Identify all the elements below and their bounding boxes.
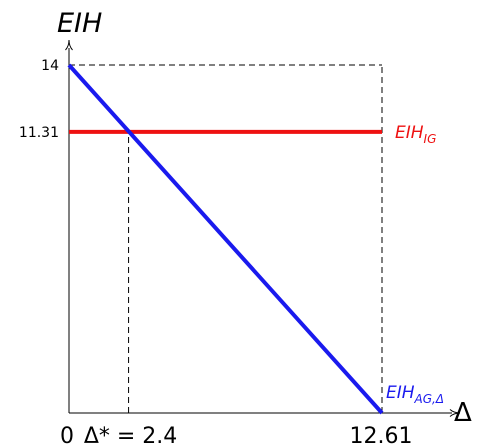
series-lines	[67, 63, 384, 415]
x-axis-arrow-icon	[449, 409, 461, 417]
y-tick-labels: 14 11.31	[19, 58, 59, 141]
y-axis-arrow-icon	[65, 39, 73, 51]
x-tick-label: Δ* = 2.4	[84, 424, 177, 446]
reference-lines	[69, 64, 383, 413]
series-label: EIHAG,Δ	[386, 383, 444, 406]
y-tick-label: 14	[41, 58, 59, 74]
y-tick-label: 11.31	[19, 125, 59, 141]
x-tick-label: 0	[60, 424, 74, 446]
x-axis-label: Δ	[454, 398, 472, 428]
series-line	[67, 63, 384, 415]
y-axis-label: EIH	[57, 8, 102, 39]
series-labels: EIHIG EIHAG,Δ	[386, 123, 444, 406]
series-label: EIHIG	[395, 123, 436, 146]
x-tick-label: 12.61	[350, 424, 413, 446]
x-tick-labels: 0 Δ* = 2.4 12.61	[60, 424, 412, 446]
